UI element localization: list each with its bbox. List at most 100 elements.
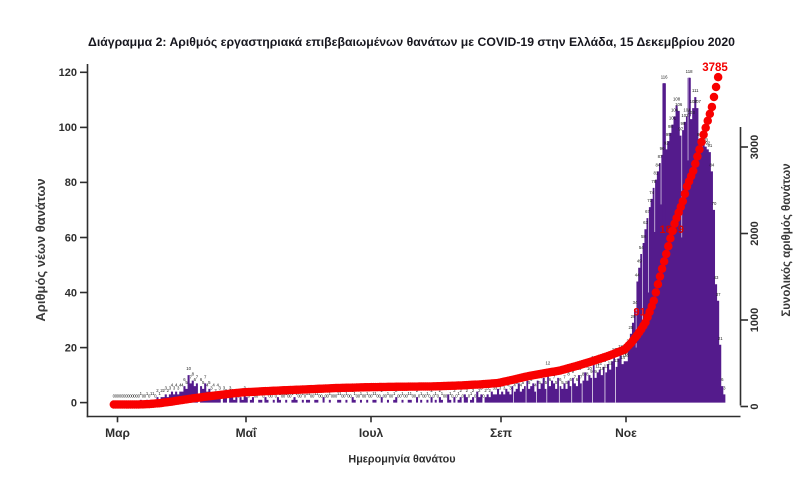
svg-text:1: 1: [393, 391, 396, 396]
svg-text:3: 3: [229, 385, 232, 390]
svg-text:5: 5: [185, 380, 188, 385]
svg-text:0: 0: [256, 394, 259, 399]
svg-text:0: 0: [445, 394, 448, 399]
svg-text:80: 80: [65, 177, 77, 189]
svg-text:111: 111: [692, 88, 699, 93]
svg-text:2000: 2000: [749, 221, 761, 245]
svg-text:Μαρ: Μαρ: [105, 426, 130, 440]
svg-text:2: 2: [439, 388, 442, 393]
svg-text:3: 3: [223, 385, 226, 390]
svg-text:0: 0: [119, 394, 122, 399]
svg-text:7: 7: [204, 374, 207, 379]
svg-text:0: 0: [281, 394, 284, 399]
svg-text:0: 0: [154, 394, 157, 399]
svg-text:1: 1: [374, 391, 377, 396]
svg-text:0: 0: [422, 394, 425, 399]
svg-text:0: 0: [113, 394, 116, 399]
svg-text:0: 0: [129, 394, 132, 399]
svg-text:Νοε: Νοε: [615, 426, 637, 440]
svg-text:4: 4: [520, 383, 523, 388]
svg-text:0: 0: [138, 394, 141, 399]
svg-text:6: 6: [559, 377, 562, 382]
svg-text:2: 2: [453, 388, 456, 393]
svg-text:0: 0: [349, 394, 352, 399]
svg-text:101: 101: [669, 116, 677, 121]
svg-text:0: 0: [399, 394, 402, 399]
svg-text:98: 98: [668, 124, 673, 129]
svg-text:20: 20: [65, 342, 77, 354]
svg-text:0: 0: [131, 394, 134, 399]
svg-text:0: 0: [331, 394, 334, 399]
svg-text:3: 3: [495, 385, 498, 390]
svg-text:0: 0: [135, 394, 138, 399]
svg-text:4: 4: [175, 383, 178, 388]
svg-text:2: 2: [167, 388, 170, 393]
svg-text:108: 108: [673, 96, 681, 101]
svg-text:2: 2: [466, 388, 469, 393]
svg-text:0: 0: [335, 394, 338, 399]
svg-text:71: 71: [647, 198, 652, 203]
svg-text:6: 6: [183, 377, 186, 382]
svg-text:107: 107: [690, 99, 698, 104]
svg-text:14: 14: [620, 355, 625, 360]
svg-text:3: 3: [210, 385, 213, 390]
svg-text:0: 0: [356, 394, 359, 399]
svg-text:4: 4: [171, 383, 174, 388]
svg-text:0: 0: [287, 394, 290, 399]
svg-text:0: 0: [391, 394, 394, 399]
svg-text:2: 2: [472, 388, 475, 393]
svg-text:0: 0: [117, 394, 120, 399]
svg-text:7: 7: [196, 374, 199, 379]
svg-text:5: 5: [528, 380, 531, 385]
svg-text:4: 4: [513, 383, 516, 388]
svg-text:0: 0: [443, 394, 446, 399]
svg-text:106: 106: [675, 102, 683, 107]
svg-text:12: 12: [608, 361, 613, 366]
svg-text:0: 0: [115, 394, 118, 399]
svg-text:Ιουλ: Ιουλ: [359, 426, 384, 440]
svg-text:81: 81: [653, 171, 658, 176]
svg-text:60: 60: [65, 232, 77, 244]
svg-text:1: 1: [354, 391, 357, 396]
svg-text:1: 1: [366, 391, 369, 396]
svg-text:5: 5: [555, 380, 558, 385]
svg-text:3: 3: [499, 385, 502, 390]
svg-text:116: 116: [661, 74, 668, 79]
svg-text:2: 2: [459, 388, 462, 393]
svg-text:92: 92: [664, 140, 669, 145]
svg-text:0: 0: [468, 394, 471, 399]
svg-text:6: 6: [549, 377, 552, 382]
svg-text:15: 15: [624, 352, 629, 357]
svg-text:3: 3: [165, 385, 168, 390]
svg-text:1: 1: [150, 391, 153, 396]
svg-text:3: 3: [177, 385, 180, 390]
svg-text:102: 102: [681, 113, 689, 118]
svg-text:1: 1: [410, 391, 413, 396]
svg-text:0: 0: [324, 394, 327, 399]
svg-text:8: 8: [192, 372, 195, 377]
svg-text:95: 95: [666, 132, 671, 137]
svg-text:0: 0: [121, 394, 124, 399]
svg-text:0: 0: [389, 394, 392, 399]
svg-text:0: 0: [144, 394, 147, 399]
svg-text:4: 4: [507, 383, 510, 388]
svg-text:Ημερομηνία θανάτου: Ημερομηνία θανάτου: [348, 454, 455, 466]
svg-text:5: 5: [202, 380, 205, 385]
svg-text:0: 0: [412, 394, 415, 399]
svg-text:0: 0: [432, 394, 435, 399]
svg-text:0: 0: [125, 394, 128, 399]
svg-text:11: 11: [604, 363, 609, 368]
svg-text:0: 0: [474, 394, 477, 399]
svg-text:7: 7: [189, 374, 192, 379]
svg-text:6: 6: [200, 377, 203, 382]
svg-text:3: 3: [503, 385, 506, 390]
svg-text:34: 34: [633, 300, 638, 305]
svg-text:12: 12: [545, 361, 550, 366]
svg-text:1: 1: [470, 391, 473, 396]
svg-text:Αριθμός νέων θανάτων: Αριθμός νέων θανάτων: [33, 178, 48, 321]
svg-text:0: 0: [142, 394, 145, 399]
svg-text:3000: 3000: [749, 135, 761, 159]
svg-text:3: 3: [169, 385, 172, 390]
svg-text:0: 0: [341, 394, 344, 399]
svg-text:0: 0: [304, 394, 307, 399]
